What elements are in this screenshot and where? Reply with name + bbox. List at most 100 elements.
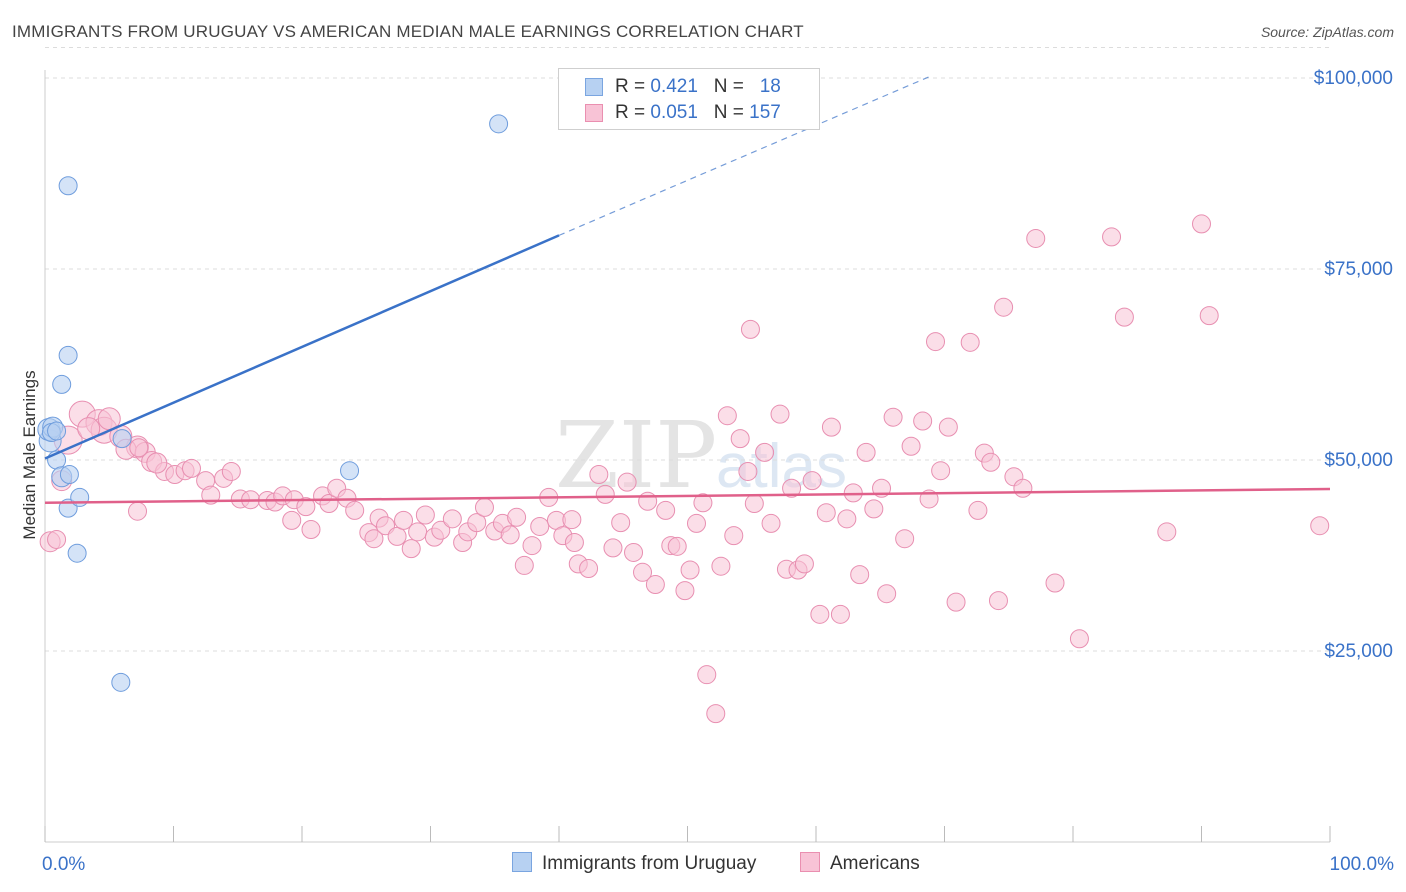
legend-text-uruguay: R = 0.421 N = 18 xyxy=(615,76,781,98)
bottom-legend-americans: Americans xyxy=(800,852,920,875)
americans-point xyxy=(850,565,870,585)
americans-point xyxy=(883,407,903,427)
americans-point xyxy=(856,442,876,462)
americans-point xyxy=(415,505,435,525)
legend-n-label: N = xyxy=(713,76,744,97)
uruguay-point xyxy=(58,176,78,196)
bottom-legend-label-uruguay: Immigrants from Uruguay xyxy=(542,853,757,874)
y-tick-label: $100,000 xyxy=(1314,68,1393,89)
americans-point xyxy=(667,536,687,556)
americans-point xyxy=(181,458,201,478)
americans-point xyxy=(296,497,316,517)
americans-point xyxy=(564,533,584,553)
americans-point xyxy=(530,516,550,536)
americans-point xyxy=(680,560,700,580)
americans-point xyxy=(522,536,542,556)
americans-point xyxy=(301,520,321,540)
americans-point xyxy=(931,461,951,481)
watermark: ZIP atlas xyxy=(555,402,847,509)
americans-point xyxy=(1192,214,1211,234)
americans-point xyxy=(47,529,67,549)
americans-point xyxy=(1026,228,1046,248)
bottom-legend-label-americans: Americans xyxy=(830,853,920,874)
uruguay-trend-line xyxy=(44,234,560,460)
legend-n-value: 18 xyxy=(759,76,781,97)
americans-point xyxy=(562,510,582,530)
americans-point xyxy=(282,510,302,530)
americans-point xyxy=(782,478,802,498)
uruguay-points xyxy=(37,114,509,692)
americans-point xyxy=(802,471,822,491)
y-tick-label: $50,000 xyxy=(1324,450,1393,471)
legend-swatch-uruguay xyxy=(585,78,603,96)
americans-point xyxy=(913,411,933,431)
bottom-legend-uruguay: Immigrants from Uruguay xyxy=(512,852,756,875)
americans-point xyxy=(595,484,615,504)
americans-point xyxy=(895,529,915,549)
americans-point xyxy=(656,500,676,520)
americans-point xyxy=(711,556,731,576)
americans-point xyxy=(345,500,365,520)
americans-point xyxy=(401,539,421,559)
americans-point xyxy=(364,529,384,549)
americans-point xyxy=(507,507,527,527)
uruguay-point xyxy=(489,114,509,134)
americans-point xyxy=(988,591,1008,611)
legend-text-americans: R = 0.051 N = 157 xyxy=(615,102,781,124)
americans-point xyxy=(394,510,414,530)
americans-point xyxy=(994,297,1014,317)
bottom-legend-swatch-americans xyxy=(800,852,820,872)
americans-point xyxy=(579,558,599,578)
americans-point xyxy=(761,513,781,533)
americans-point xyxy=(816,503,836,523)
watermark-zip: ZIP xyxy=(555,402,717,509)
americans-point xyxy=(129,438,149,458)
americans-point xyxy=(697,665,717,685)
americans-points xyxy=(39,214,1330,724)
americans-point xyxy=(717,406,737,426)
americans-point xyxy=(968,500,988,520)
americans-point xyxy=(724,526,744,546)
americans-point xyxy=(146,452,168,474)
americans-trend-line xyxy=(44,487,1331,505)
bottom-legend-swatch-uruguay xyxy=(512,852,532,872)
americans-point xyxy=(1045,573,1065,593)
legend-r-label: R = xyxy=(615,102,646,123)
y-tick-label: $25,000 xyxy=(1324,641,1393,662)
americans-point xyxy=(442,509,462,529)
americans-point xyxy=(201,485,221,505)
americans-point xyxy=(387,526,407,546)
x-tick-label-min: 0.0% xyxy=(42,854,85,875)
uruguay-point xyxy=(58,345,78,365)
americans-point xyxy=(638,491,658,511)
uruguay-point xyxy=(111,672,131,692)
americans-point xyxy=(938,417,958,437)
americans-point xyxy=(617,472,637,492)
americans-point xyxy=(128,501,148,521)
americans-point xyxy=(1310,516,1330,536)
americans-point xyxy=(770,404,790,424)
americans-point xyxy=(1199,306,1219,326)
americans-point xyxy=(946,592,966,612)
trend-lines xyxy=(44,75,1331,505)
uruguay-trend-extension xyxy=(558,75,932,236)
americans-point xyxy=(675,581,695,601)
uruguay-point xyxy=(70,487,90,507)
tick-labels: $25,000 $50,000 $75,000 $100,000 0.0% 100.0% xyxy=(42,68,1394,875)
americans-point xyxy=(408,522,428,542)
americans-point xyxy=(821,417,841,437)
americans-point xyxy=(645,575,665,595)
americans-point xyxy=(740,319,760,339)
americans-point xyxy=(589,465,609,485)
x-tick-label-max: 100.0% xyxy=(1330,854,1395,875)
uruguay-point xyxy=(47,421,67,441)
uruguay-point xyxy=(52,374,72,394)
y-axis-label: Median Male Earnings xyxy=(20,370,39,539)
legend-swatch-americans xyxy=(585,104,603,122)
americans-point xyxy=(877,584,897,604)
y-tick-label: $75,000 xyxy=(1324,259,1393,280)
uruguay-point xyxy=(112,429,132,449)
americans-point xyxy=(706,704,726,724)
legend-r-label: R = xyxy=(615,76,646,97)
